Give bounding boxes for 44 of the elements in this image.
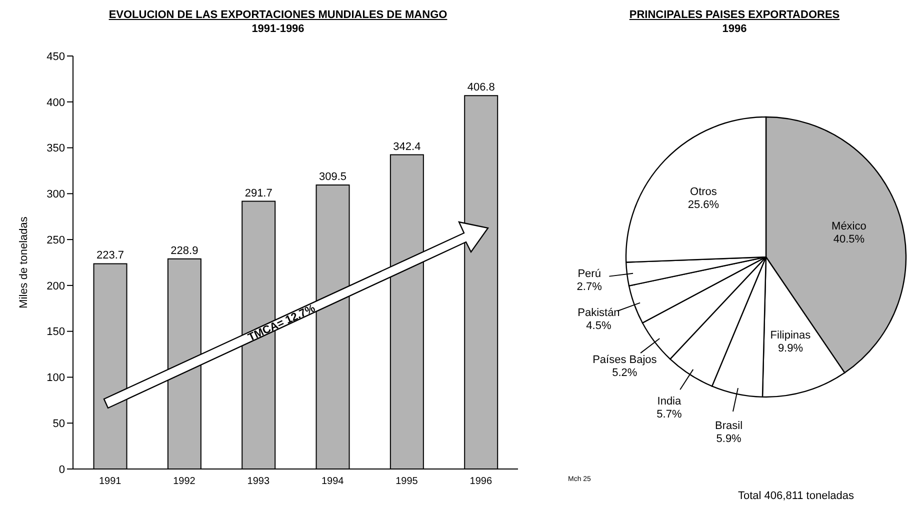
y-axis-title: Miles de toneladas (18, 216, 30, 308)
slice-label: Perú (578, 268, 601, 280)
chart-title: EVOLUCION DE LAS EXPORTACIONES MUNDIALES DE MANGO (108, 8, 448, 22)
slice-label: México (832, 220, 866, 232)
data-label: 5.9% (716, 433, 742, 446)
data-label: 9.9% (778, 342, 804, 354)
x-tick-label: 1996 (470, 476, 492, 488)
data-label: 40.5% (833, 233, 865, 246)
slice-label: Otros (690, 186, 718, 198)
y-tick-label: 450 (46, 50, 65, 63)
data-label: 291.7 (244, 187, 272, 200)
chart-subtitle: 1991-1996 (250, 22, 306, 36)
data-label: 228.9 (170, 244, 198, 257)
x-tick-label: 1994 (321, 476, 344, 488)
y-tick-label: 350 (46, 142, 65, 155)
y-tick-label: 300 (46, 188, 65, 201)
y-tick-label: 250 (46, 234, 65, 246)
chart-title: PRINCIPALES PAISES EXPORTADORES (628, 8, 841, 22)
y-tick-label: 0 (58, 464, 65, 476)
slice-label: Filipinas (770, 329, 812, 342)
y-tick-label: 200 (46, 280, 65, 292)
y-tick-label: 400 (46, 96, 65, 109)
y-tick-label: 150 (46, 326, 65, 338)
slice-label: Países Bajos (592, 354, 658, 366)
chart-subtitle: 1996 (721, 22, 748, 36)
data-label: 5.2% (612, 367, 638, 380)
data-label: 342.4 (393, 140, 421, 153)
slice-label: India (657, 395, 682, 408)
data-label: 223.7 (96, 250, 124, 262)
data-label: 406.8 (467, 82, 495, 94)
data-label: 5.7% (656, 408, 682, 420)
y-tick-label: 50 (52, 418, 65, 430)
x-tick-label: 1993 (247, 476, 270, 488)
x-tick-label: 1992 (173, 476, 196, 488)
x-tick-label: 1991 (98, 476, 122, 488)
data-label: 2.7% (576, 280, 602, 293)
y-tick-label: 100 (46, 372, 65, 384)
data-label: 25.6% (688, 198, 720, 211)
data-label: 4.5% (586, 320, 612, 332)
slice-label: Pakistán (578, 306, 620, 319)
slice-label: Brasil (715, 420, 743, 432)
x-tick-label: 1995 (396, 476, 418, 488)
data-label: 309.5 (319, 170, 347, 183)
text: Total 406,811 toneladas (738, 490, 854, 502)
